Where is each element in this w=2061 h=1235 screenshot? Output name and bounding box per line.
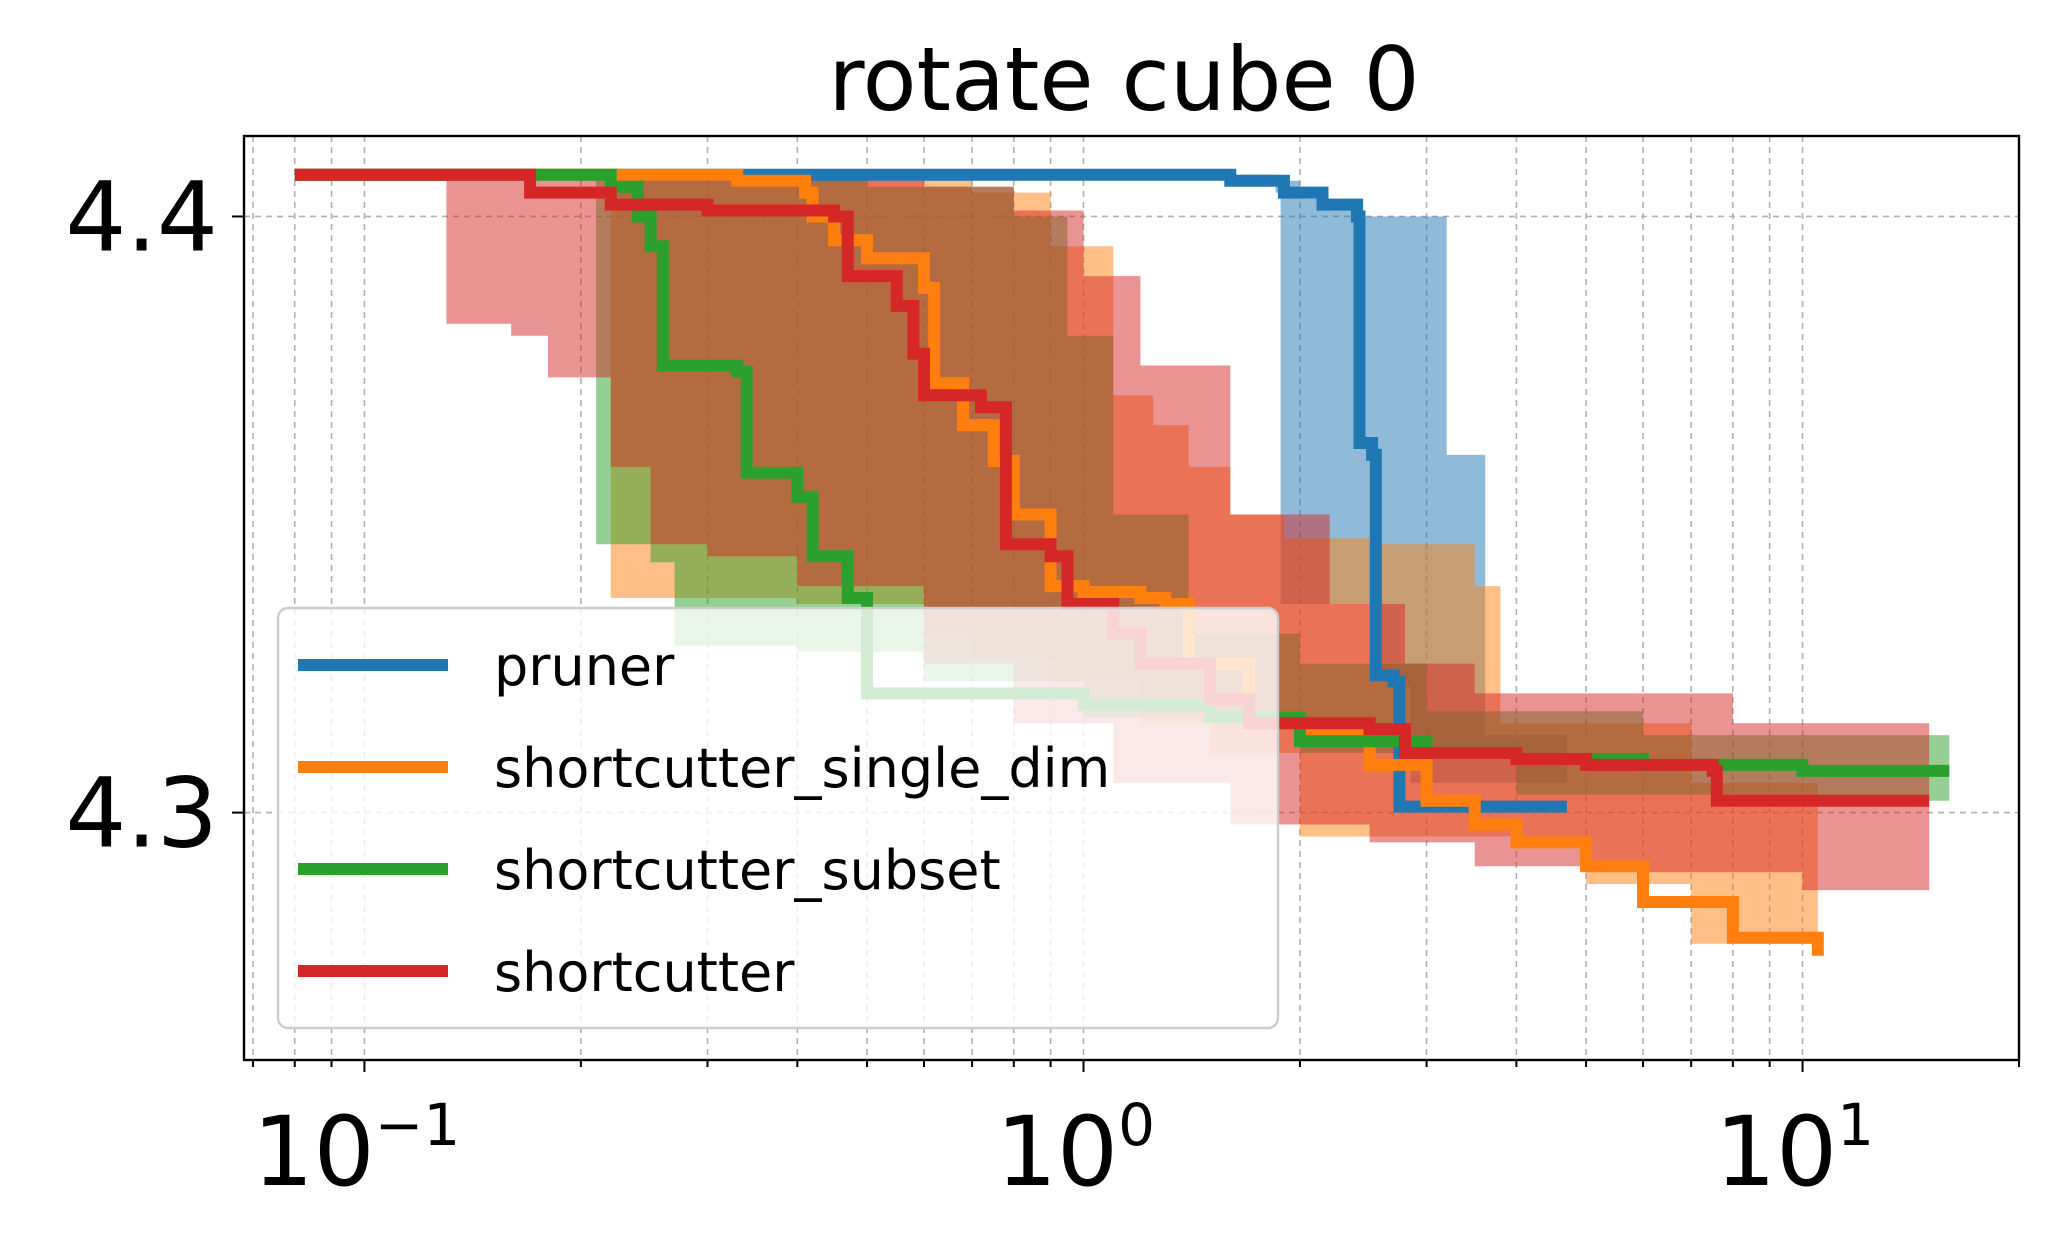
y-tick-label: 4.3 — [65, 758, 218, 870]
chart-title: rotate cube 0 — [828, 28, 1419, 131]
x-tick-label: 101 — [1715, 1091, 1874, 1208]
y-tick-label: 4.4 — [65, 161, 218, 273]
tick-layer: 4.3 4.4 10−1 100 101 — [65, 161, 2020, 1208]
x-tick-label: 100 — [996, 1091, 1155, 1208]
legend-label-shortcutter: shortcutter — [494, 941, 795, 1004]
line-layer — [294, 168, 1950, 956]
legend-label-pruner: pruner — [494, 635, 675, 698]
line-pruner — [294, 168, 1567, 813]
legend-label-shortcutter_subset: shortcutter_subset — [494, 839, 1001, 902]
line-shortcutter — [294, 168, 1930, 807]
legend-box — [276, 606, 1280, 1030]
legend-label-shortcutter_single_dim: shortcutter_single_dim — [494, 737, 1110, 800]
legend: pruner shortcutter_single_dim shortcutter_… — [276, 606, 1280, 1030]
band-shortcutter — [294, 174, 1930, 902]
x-tick-label: 10−1 — [253, 1091, 461, 1208]
plot-frame — [242, 134, 2021, 1062]
